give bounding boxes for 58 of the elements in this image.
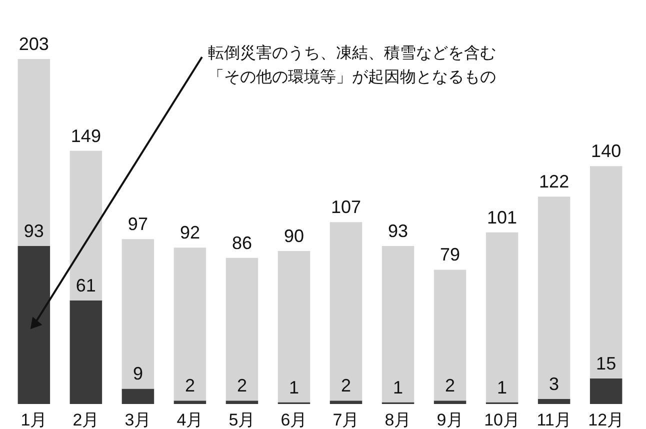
bar <box>174 248 206 401</box>
x-tick-label: 5月 <box>228 410 256 429</box>
total-label: 86 <box>232 232 252 253</box>
total-label: 79 <box>440 244 460 265</box>
annotation: 転倒災害のうち、凍結、積雪などを含む「その他の環境等」が起因物となるもの <box>208 44 496 86</box>
data-label: 1 <box>393 377 404 398</box>
x-tick-label: 7月 <box>332 410 360 429</box>
x-tick-label: 1月 <box>20 410 48 429</box>
bar <box>486 232 518 402</box>
x-tick-label: 6月 <box>280 410 308 429</box>
bar <box>18 246 50 404</box>
bar <box>330 222 362 401</box>
bar <box>330 400 362 404</box>
bar <box>538 398 570 404</box>
data-label: 2 <box>236 376 247 396</box>
x-tick-label: 12月 <box>588 410 624 429</box>
x-tick-label: 8月 <box>384 410 412 429</box>
bar <box>226 400 258 404</box>
bar <box>434 270 466 401</box>
x-tick-label: 3月 <box>124 410 152 429</box>
bar <box>434 400 466 404</box>
data-label: 1 <box>497 377 508 398</box>
bar <box>590 378 622 404</box>
bar <box>70 300 102 404</box>
data-label: 2 <box>445 376 456 396</box>
x-tick-label: 9月 <box>436 410 464 429</box>
total-label: 149 <box>70 126 101 146</box>
total-label: 122 <box>539 172 570 192</box>
data-label: 1 <box>288 377 299 398</box>
bar <box>278 251 310 402</box>
data-label: 3 <box>549 374 560 394</box>
bar <box>18 59 50 246</box>
bar <box>538 196 570 399</box>
data-label: 2 <box>184 376 195 396</box>
data-label: 2 <box>341 376 352 396</box>
total-label: 90 <box>284 226 304 246</box>
x-tick-label: 10月 <box>484 410 520 429</box>
total-label: 101 <box>487 207 518 228</box>
data-label: 15 <box>596 354 616 374</box>
bar <box>226 258 258 401</box>
bar <box>122 388 154 404</box>
data-label: 9 <box>132 364 143 384</box>
total-label: 97 <box>128 214 148 234</box>
bar <box>590 166 622 379</box>
bar <box>174 400 206 404</box>
data-label: 93 <box>24 220 44 241</box>
data-label: 61 <box>76 275 96 296</box>
x-tick-label: 2月 <box>72 410 100 429</box>
bar <box>70 150 102 300</box>
x-tick-label: 11月 <box>536 410 572 429</box>
bar <box>382 246 414 402</box>
total-label: 93 <box>388 220 408 241</box>
total-label: 203 <box>18 34 49 54</box>
total-label: 107 <box>330 197 362 218</box>
bar <box>122 239 154 389</box>
x-tick-label: 4月 <box>176 410 204 429</box>
total-label: 92 <box>180 222 200 243</box>
total-label: 140 <box>591 141 622 162</box>
